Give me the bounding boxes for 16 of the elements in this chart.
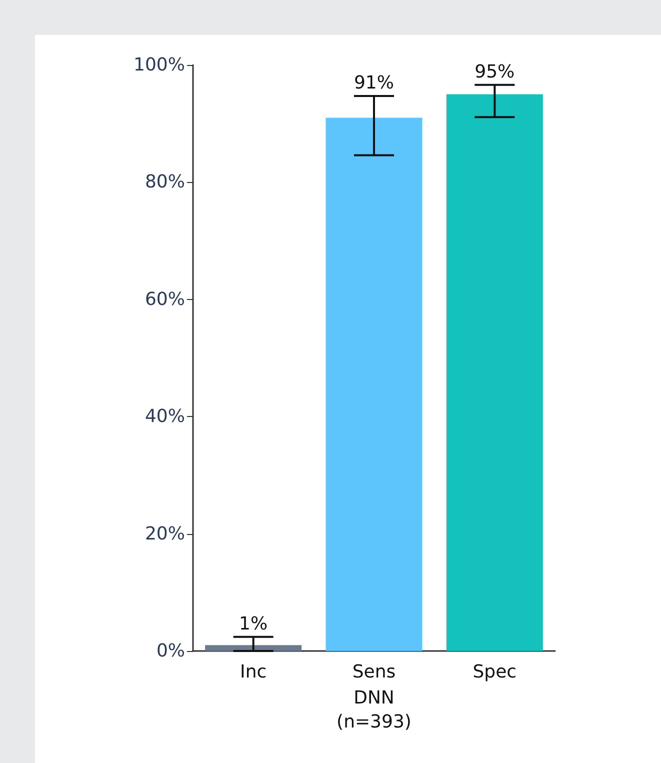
data-label: 91% [354,72,394,94]
y-tick-label: 60% [144,288,185,310]
y-tick-label: 80% [144,172,185,193]
x-axis-title: DNN (n=393) [336,687,412,732]
bar [326,118,422,651]
y-tick-label: 40% [144,406,185,428]
x-tick-label: Spec [472,662,517,682]
bar [446,94,543,651]
data-label: 95% [474,61,515,82]
data-label: 1% [239,613,268,634]
bar [205,645,302,651]
y-tick-label: 20% [144,523,185,544]
x-tick-label: Inc [240,662,267,682]
x-tick-label: Sens [352,662,396,682]
y-tick-label: 100% [134,54,185,76]
y-tick-label: 0% [156,640,185,662]
